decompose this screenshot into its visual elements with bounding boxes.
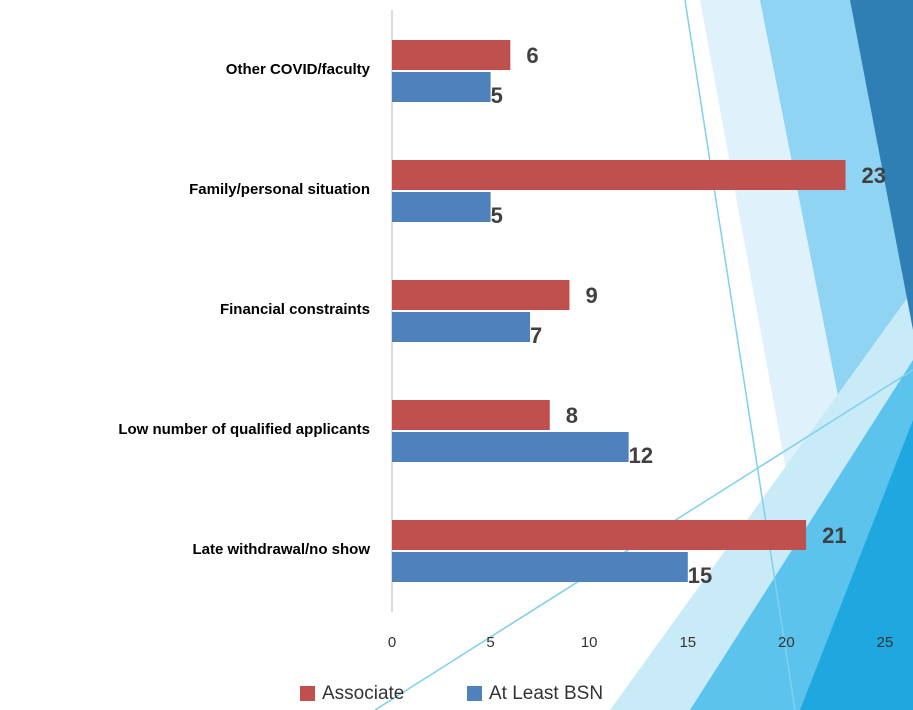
- x-tick-label: 10: [581, 634, 598, 651]
- legend-swatch: [300, 686, 315, 701]
- bar: [392, 192, 491, 222]
- x-tick-label: 5: [486, 634, 494, 651]
- category-label: Family/personal situation: [189, 181, 370, 198]
- x-tick-label: 20: [778, 634, 795, 651]
- value-label: 15: [688, 563, 712, 588]
- value-label: 21: [822, 523, 846, 548]
- value-label: 12: [629, 443, 653, 468]
- category-label: Late withdrawal/no show: [192, 541, 370, 558]
- value-label: 23: [862, 163, 886, 188]
- category-label: Low number of qualified applicants: [118, 421, 370, 438]
- x-tick-label: 15: [679, 634, 696, 651]
- category-label: Other COVID/faculty: [226, 61, 371, 78]
- legend-label: At Least BSN: [489, 683, 603, 704]
- category-label: Financial constraints: [220, 301, 370, 318]
- bar: [392, 312, 531, 342]
- value-label: 7: [530, 323, 542, 348]
- value-label: 5: [491, 203, 503, 228]
- legend-swatch: [467, 686, 482, 701]
- bar: [392, 432, 629, 462]
- bar: [392, 552, 688, 582]
- bar: [392, 400, 550, 430]
- bar: [392, 40, 511, 70]
- value-label: 8: [566, 403, 578, 428]
- x-tick-label: 25: [877, 634, 894, 651]
- value-label: 9: [585, 283, 597, 308]
- value-label: 6: [526, 43, 538, 68]
- bar: [392, 280, 570, 310]
- background-decoration: [374, 0, 913, 710]
- bar: [392, 520, 807, 550]
- bar: [392, 160, 846, 190]
- bar: [392, 72, 491, 102]
- legend-label: Associate: [322, 683, 404, 704]
- value-label: 5: [491, 83, 503, 108]
- x-tick-label: 0: [388, 634, 396, 651]
